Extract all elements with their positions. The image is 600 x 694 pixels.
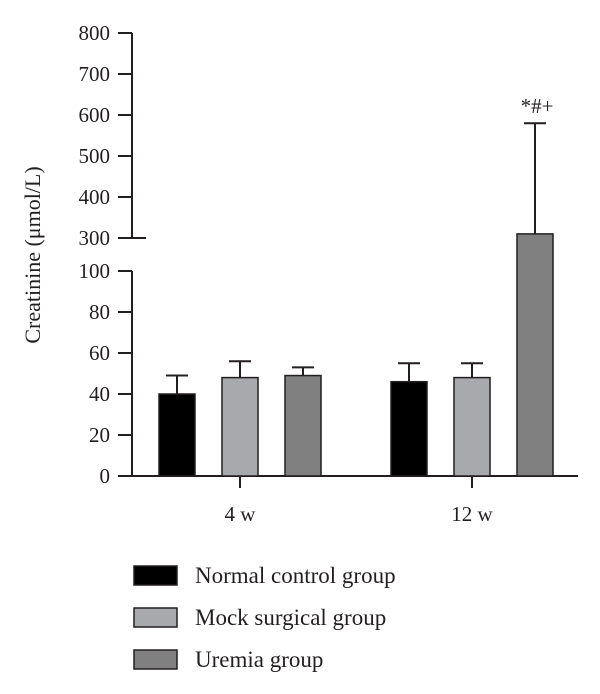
y-tick-label: 100 bbox=[79, 259, 111, 283]
x-tick-label: 12 w bbox=[451, 502, 493, 526]
y-tick-label: 400 bbox=[79, 185, 111, 209]
legend-label: Normal control group bbox=[195, 563, 396, 588]
bar bbox=[221, 376, 259, 477]
legend-swatch bbox=[133, 649, 178, 670]
legend-swatch bbox=[133, 565, 178, 586]
y-tick-label: 40 bbox=[89, 382, 110, 406]
y-tick-label: 700 bbox=[79, 62, 111, 86]
y-tick-label: 600 bbox=[79, 103, 111, 127]
bars: *#+ bbox=[158, 94, 554, 477]
x-tick-label: 4 w bbox=[225, 502, 257, 526]
y-tick-label: 500 bbox=[79, 144, 111, 168]
bar bbox=[516, 233, 554, 477]
bar bbox=[453, 376, 491, 477]
y-tick-label: 800 bbox=[79, 21, 111, 45]
legend-label: Uremia group bbox=[195, 647, 323, 672]
y-tick-label: 0 bbox=[100, 464, 111, 488]
y-tick-label: 300 bbox=[79, 226, 111, 250]
y-tick-label: 80 bbox=[89, 300, 110, 324]
bar bbox=[158, 393, 196, 477]
y-tick-label: 20 bbox=[89, 423, 110, 447]
legend: Normal control group Mock surgical group U… bbox=[133, 563, 396, 672]
y-axis-title: Creatinine (μmol/L) bbox=[20, 166, 45, 343]
bar bbox=[284, 374, 322, 477]
y-tick-label: 60 bbox=[89, 341, 110, 365]
legend-swatch bbox=[133, 607, 178, 628]
significance-annotation: *#+ bbox=[521, 94, 554, 118]
axes: 0 20 40 60 80 100 300 400 500 600 700 800 4 w 12 w bbox=[79, 21, 578, 526]
legend-label: Mock surgical group bbox=[195, 605, 386, 630]
bar bbox=[390, 380, 428, 477]
